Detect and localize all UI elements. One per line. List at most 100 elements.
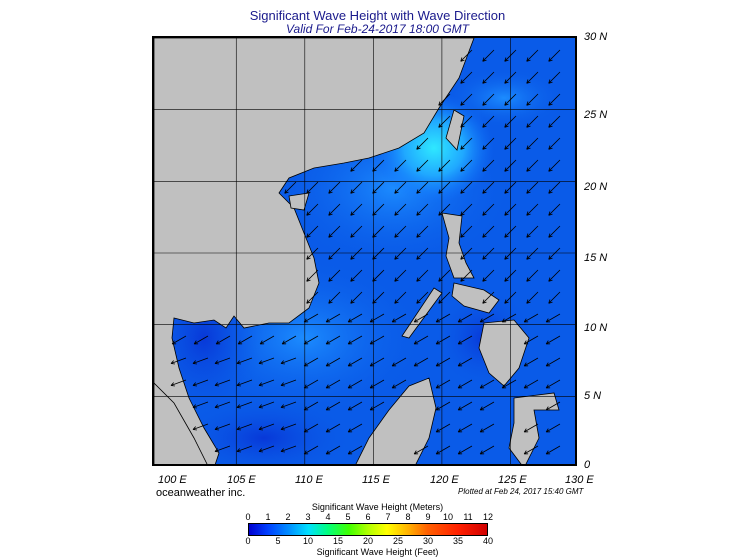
wave-arrow: [372, 225, 385, 238]
wave-arrow: [460, 93, 473, 106]
wave-arrow: [325, 379, 341, 389]
colorbar-feet-tick: 15: [332, 536, 344, 546]
wave-arrow: [372, 269, 385, 282]
colorbar-feet-title: Significant Wave Height (Feet): [316, 547, 439, 557]
wave-arrow: [504, 71, 517, 84]
lat-label: 30 N: [584, 31, 608, 43]
wave-arrow: [548, 115, 561, 128]
visayas-islands: [451, 282, 500, 314]
colorbar-meters-tick: 12: [482, 512, 494, 522]
land-mass: [154, 38, 560, 464]
wave-arrow: [457, 379, 473, 389]
wave-arrow: [214, 357, 231, 365]
wave-arrow: [372, 181, 385, 194]
wave-arrow: [306, 291, 319, 304]
wave-arrow: [545, 335, 561, 345]
wave-arrow: [280, 357, 297, 365]
wave-arrow: [350, 203, 363, 216]
wave-arrow: [391, 379, 407, 389]
wave-arrow: [457, 357, 473, 367]
wave-arrow: [523, 379, 539, 389]
wave-arrow: [171, 335, 187, 345]
wave-arrow: [526, 159, 539, 172]
colorbar-feet-tick: 20: [362, 536, 374, 546]
wave-arrow: [460, 203, 473, 216]
wave-arrow: [435, 379, 451, 389]
wave-arrow: [435, 445, 451, 455]
wave-arrow: [416, 269, 429, 282]
wave-arrow: [214, 379, 231, 387]
wave-arrow: [482, 71, 495, 84]
wave-arrow: [350, 247, 363, 260]
wave-arrow: [479, 313, 495, 323]
wave-arrow: [523, 313, 539, 323]
wave-arrow: [457, 423, 473, 433]
plotted-timestamp: Plotted at Feb 24, 2017 15:40 GMT: [458, 487, 584, 496]
map-canvas: [154, 38, 575, 464]
wave-arrow: [303, 357, 319, 367]
wave-arrow: [325, 335, 341, 345]
wave-arrow: [482, 269, 495, 282]
wave-arrow: [438, 115, 451, 128]
wave-arrow: [482, 291, 495, 304]
wave-arrow: [192, 379, 209, 387]
wave-arrow: [548, 203, 561, 216]
wave-arrow: [259, 335, 275, 345]
wave-arrow: [504, 49, 517, 62]
wave-arrow: [460, 159, 473, 172]
wave-arrow: [214, 401, 231, 409]
wave-arrow: [545, 445, 561, 455]
wave-arrow: [193, 335, 209, 345]
wave-arrow: [482, 137, 495, 150]
lat-label: 20 N: [584, 181, 608, 193]
wave-arrow: [438, 269, 451, 282]
wave-arrow: [258, 401, 275, 409]
wave-arrow: [214, 423, 231, 431]
wave-arrow: [457, 445, 473, 455]
wave-arrow: [435, 335, 451, 345]
wave-arrow: [545, 313, 561, 323]
wave-arrow: [548, 93, 561, 106]
wave-arrow: [504, 203, 517, 216]
wave-arrow: [369, 313, 385, 323]
wave-arrow: [504, 181, 517, 194]
wave-arrow: [347, 379, 363, 389]
wave-arrow: [192, 423, 209, 431]
wave-arrow: [523, 335, 539, 345]
wave-arrow: [372, 159, 385, 172]
lat-label: 5 N: [584, 390, 602, 402]
wave-arrow: [460, 115, 473, 128]
wave-arrow: [350, 181, 363, 194]
wave-arrow: [545, 379, 561, 389]
borneo-island: [355, 377, 437, 464]
brand-label: oceanweather inc.: [156, 487, 246, 499]
wave-arrow: [416, 137, 429, 150]
wave-arrow: [325, 445, 341, 455]
wave-arrow: [394, 203, 407, 216]
wave-arrow: [526, 269, 539, 282]
wave-arrow: [325, 313, 341, 323]
mainland-asia: [154, 38, 475, 464]
wave-arrow: [548, 269, 561, 282]
wave-arrow: [482, 225, 495, 238]
wave-arrow: [413, 445, 429, 455]
wave-arrow: [303, 423, 319, 433]
wave-arrow: [504, 291, 517, 304]
wave-arrow: [214, 445, 231, 453]
wave-arrow: [328, 269, 341, 282]
wave-arrow: [369, 401, 385, 411]
wave-arrow: [479, 445, 495, 455]
colorbar-meters-tick: 11: [463, 512, 473, 522]
wave-arrow: [306, 225, 319, 238]
wave-arrow: [280, 445, 297, 453]
hainan-island: [288, 192, 310, 211]
wave-arrow: [325, 401, 341, 411]
wave-arrow: [236, 445, 253, 453]
wave-arrow: [328, 247, 341, 260]
wave-arrow: [438, 159, 451, 172]
colorbar-feet-tick: 25: [392, 536, 404, 546]
lat-label: 0: [584, 459, 591, 471]
wave-arrow: [482, 203, 495, 216]
colorbar-meters-tick: 4: [325, 512, 331, 522]
lat-label: 10 N: [584, 322, 608, 334]
